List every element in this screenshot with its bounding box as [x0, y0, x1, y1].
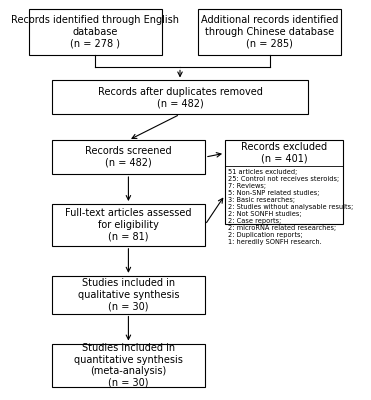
FancyBboxPatch shape	[52, 204, 205, 246]
FancyBboxPatch shape	[29, 9, 162, 54]
FancyBboxPatch shape	[198, 9, 341, 54]
Text: Records identified through English
database
(n = 278 ): Records identified through English datab…	[11, 15, 179, 48]
Text: Records after duplicates removed
(n = 482): Records after duplicates removed (n = 48…	[98, 86, 262, 108]
FancyBboxPatch shape	[225, 140, 343, 224]
Text: Additional records identified
through Chinese database
(n = 285): Additional records identified through Ch…	[201, 15, 339, 48]
Text: Records excluded
(n = 401): Records excluded (n = 401)	[241, 142, 327, 164]
Text: Full-text articles assessed
for eligibility
(n = 81): Full-text articles assessed for eligibil…	[65, 208, 192, 242]
FancyBboxPatch shape	[52, 80, 308, 114]
FancyBboxPatch shape	[52, 140, 205, 174]
Text: Studies included in
quantitative synthesis
(meta-analysis)
(n = 30): Studies included in quantitative synthes…	[74, 343, 183, 388]
Text: Studies included in
qualitative synthesis
(n = 30): Studies included in qualitative synthesi…	[78, 278, 179, 311]
Text: 51 articles excluded;
25: Control not receives steroids;
7: Reviews;
5: Non-SNP : 51 articles excluded; 25: Control not re…	[228, 169, 354, 245]
FancyBboxPatch shape	[52, 276, 205, 314]
FancyBboxPatch shape	[52, 344, 205, 387]
Text: Records screened
(n = 482): Records screened (n = 482)	[85, 146, 172, 168]
